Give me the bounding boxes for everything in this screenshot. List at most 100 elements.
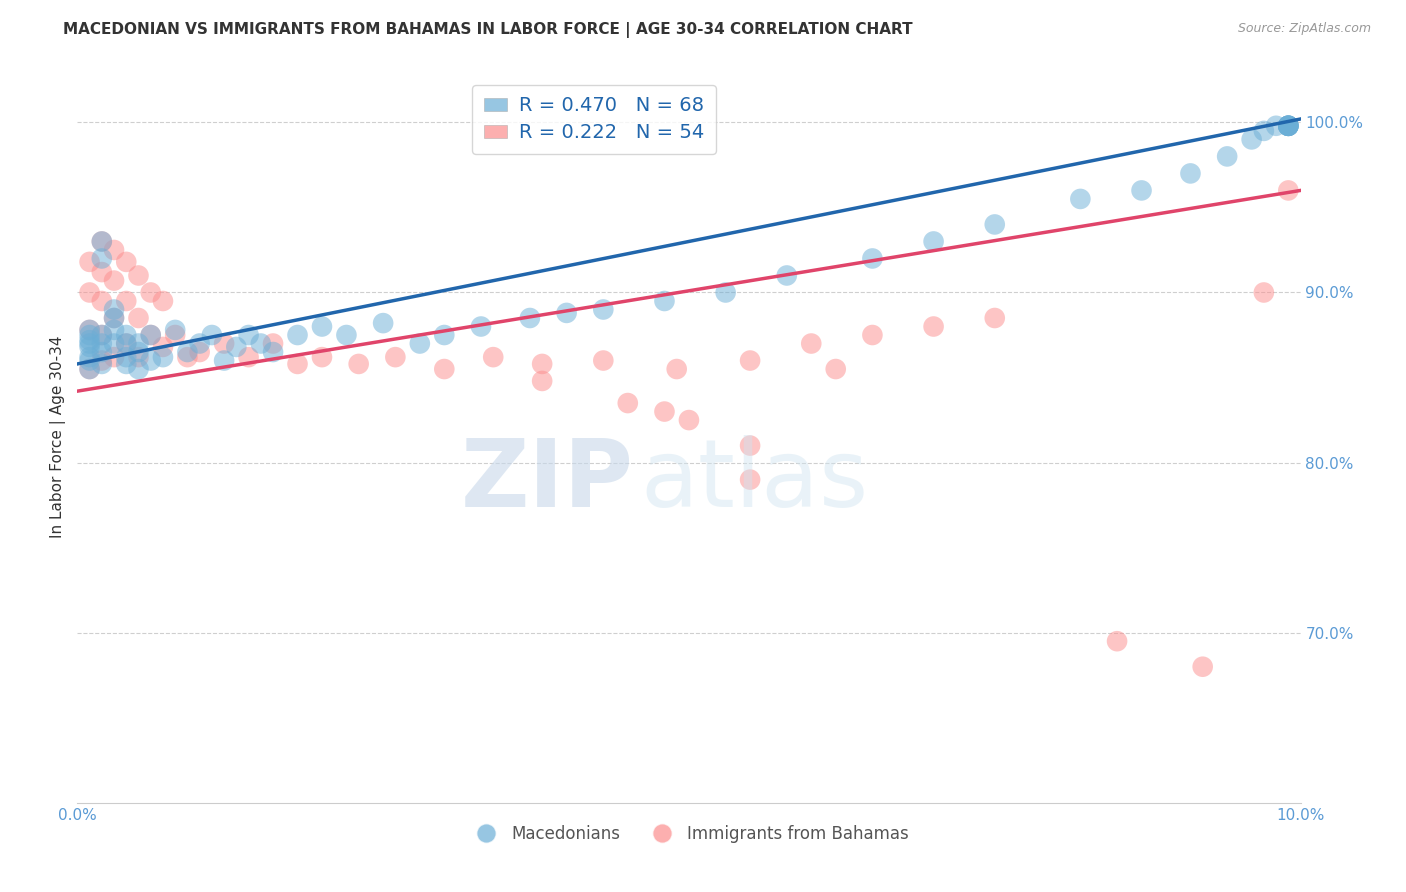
- Point: [311, 319, 333, 334]
- Point: [127, 362, 149, 376]
- Point: [90, 328, 112, 343]
- Point: [90, 252, 112, 266]
- Point: [238, 328, 260, 343]
- Point: [347, 357, 370, 371]
- Point: [740, 439, 762, 453]
- Point: [1277, 119, 1299, 133]
- Point: [1107, 634, 1129, 648]
- Point: [79, 285, 101, 300]
- Point: [922, 235, 945, 249]
- Point: [433, 362, 456, 376]
- Point: [862, 328, 884, 343]
- Point: [115, 293, 138, 308]
- Point: [188, 336, 211, 351]
- Point: [115, 350, 138, 364]
- Point: [176, 350, 198, 364]
- Point: [139, 353, 162, 368]
- Point: [152, 350, 174, 364]
- Point: [212, 336, 235, 351]
- Point: [139, 285, 162, 300]
- Point: [127, 311, 149, 326]
- Point: [103, 350, 125, 364]
- Point: [115, 255, 138, 269]
- Point: [371, 316, 394, 330]
- Point: [188, 345, 211, 359]
- Point: [262, 336, 284, 351]
- Point: [287, 357, 309, 371]
- Point: [335, 328, 357, 343]
- Point: [90, 328, 112, 343]
- Point: [1277, 183, 1299, 197]
- Y-axis label: In Labor Force | Age 30-34: In Labor Force | Age 30-34: [51, 335, 66, 539]
- Point: [90, 357, 112, 371]
- Point: [152, 340, 174, 354]
- Point: [531, 374, 554, 388]
- Point: [165, 328, 187, 343]
- Point: [90, 353, 112, 368]
- Point: [776, 268, 799, 283]
- Point: [1069, 192, 1091, 206]
- Point: [409, 336, 432, 351]
- Point: [201, 328, 224, 343]
- Point: [519, 311, 541, 326]
- Point: [79, 362, 101, 376]
- Point: [90, 293, 112, 308]
- Point: [654, 293, 676, 308]
- Point: [1180, 166, 1202, 180]
- Point: [79, 340, 101, 354]
- Point: [617, 396, 640, 410]
- Point: [79, 323, 101, 337]
- Point: [103, 274, 125, 288]
- Point: [90, 345, 112, 359]
- Point: [238, 350, 260, 364]
- Point: [103, 243, 125, 257]
- Point: [1277, 119, 1299, 133]
- Point: [79, 323, 101, 337]
- Point: [103, 336, 125, 351]
- Point: [384, 350, 406, 364]
- Point: [79, 350, 101, 364]
- Point: [262, 345, 284, 359]
- Point: [740, 353, 762, 368]
- Point: [555, 306, 578, 320]
- Point: [800, 336, 823, 351]
- Point: [127, 350, 149, 364]
- Text: Source: ZipAtlas.com: Source: ZipAtlas.com: [1237, 22, 1371, 36]
- Point: [103, 311, 125, 326]
- Point: [103, 302, 125, 317]
- Point: [1277, 119, 1299, 133]
- Point: [90, 336, 112, 351]
- Point: [127, 268, 149, 283]
- Point: [592, 302, 614, 317]
- Point: [79, 362, 101, 376]
- Point: [678, 413, 700, 427]
- Point: [824, 362, 846, 376]
- Point: [225, 340, 247, 354]
- Point: [311, 350, 333, 364]
- Text: MACEDONIAN VS IMMIGRANTS FROM BAHAMAS IN LABOR FORCE | AGE 30-34 CORRELATION CHA: MACEDONIAN VS IMMIGRANTS FROM BAHAMAS IN…: [63, 22, 912, 38]
- Point: [127, 336, 149, 351]
- Point: [531, 357, 554, 371]
- Point: [79, 353, 101, 368]
- Point: [139, 328, 162, 343]
- Point: [1253, 285, 1275, 300]
- Point: [90, 235, 112, 249]
- Text: atlas: atlas: [640, 435, 869, 527]
- Point: [654, 404, 676, 418]
- Point: [1265, 119, 1288, 133]
- Point: [1277, 119, 1299, 133]
- Point: [90, 265, 112, 279]
- Point: [79, 333, 101, 347]
- Point: [103, 323, 125, 337]
- Text: ZIP: ZIP: [461, 435, 634, 527]
- Point: [115, 328, 138, 343]
- Point: [1253, 124, 1275, 138]
- Point: [79, 328, 101, 343]
- Point: [1216, 149, 1239, 163]
- Point: [115, 357, 138, 371]
- Point: [115, 336, 138, 351]
- Point: [287, 328, 309, 343]
- Point: [90, 235, 112, 249]
- Point: [115, 336, 138, 351]
- Point: [152, 293, 174, 308]
